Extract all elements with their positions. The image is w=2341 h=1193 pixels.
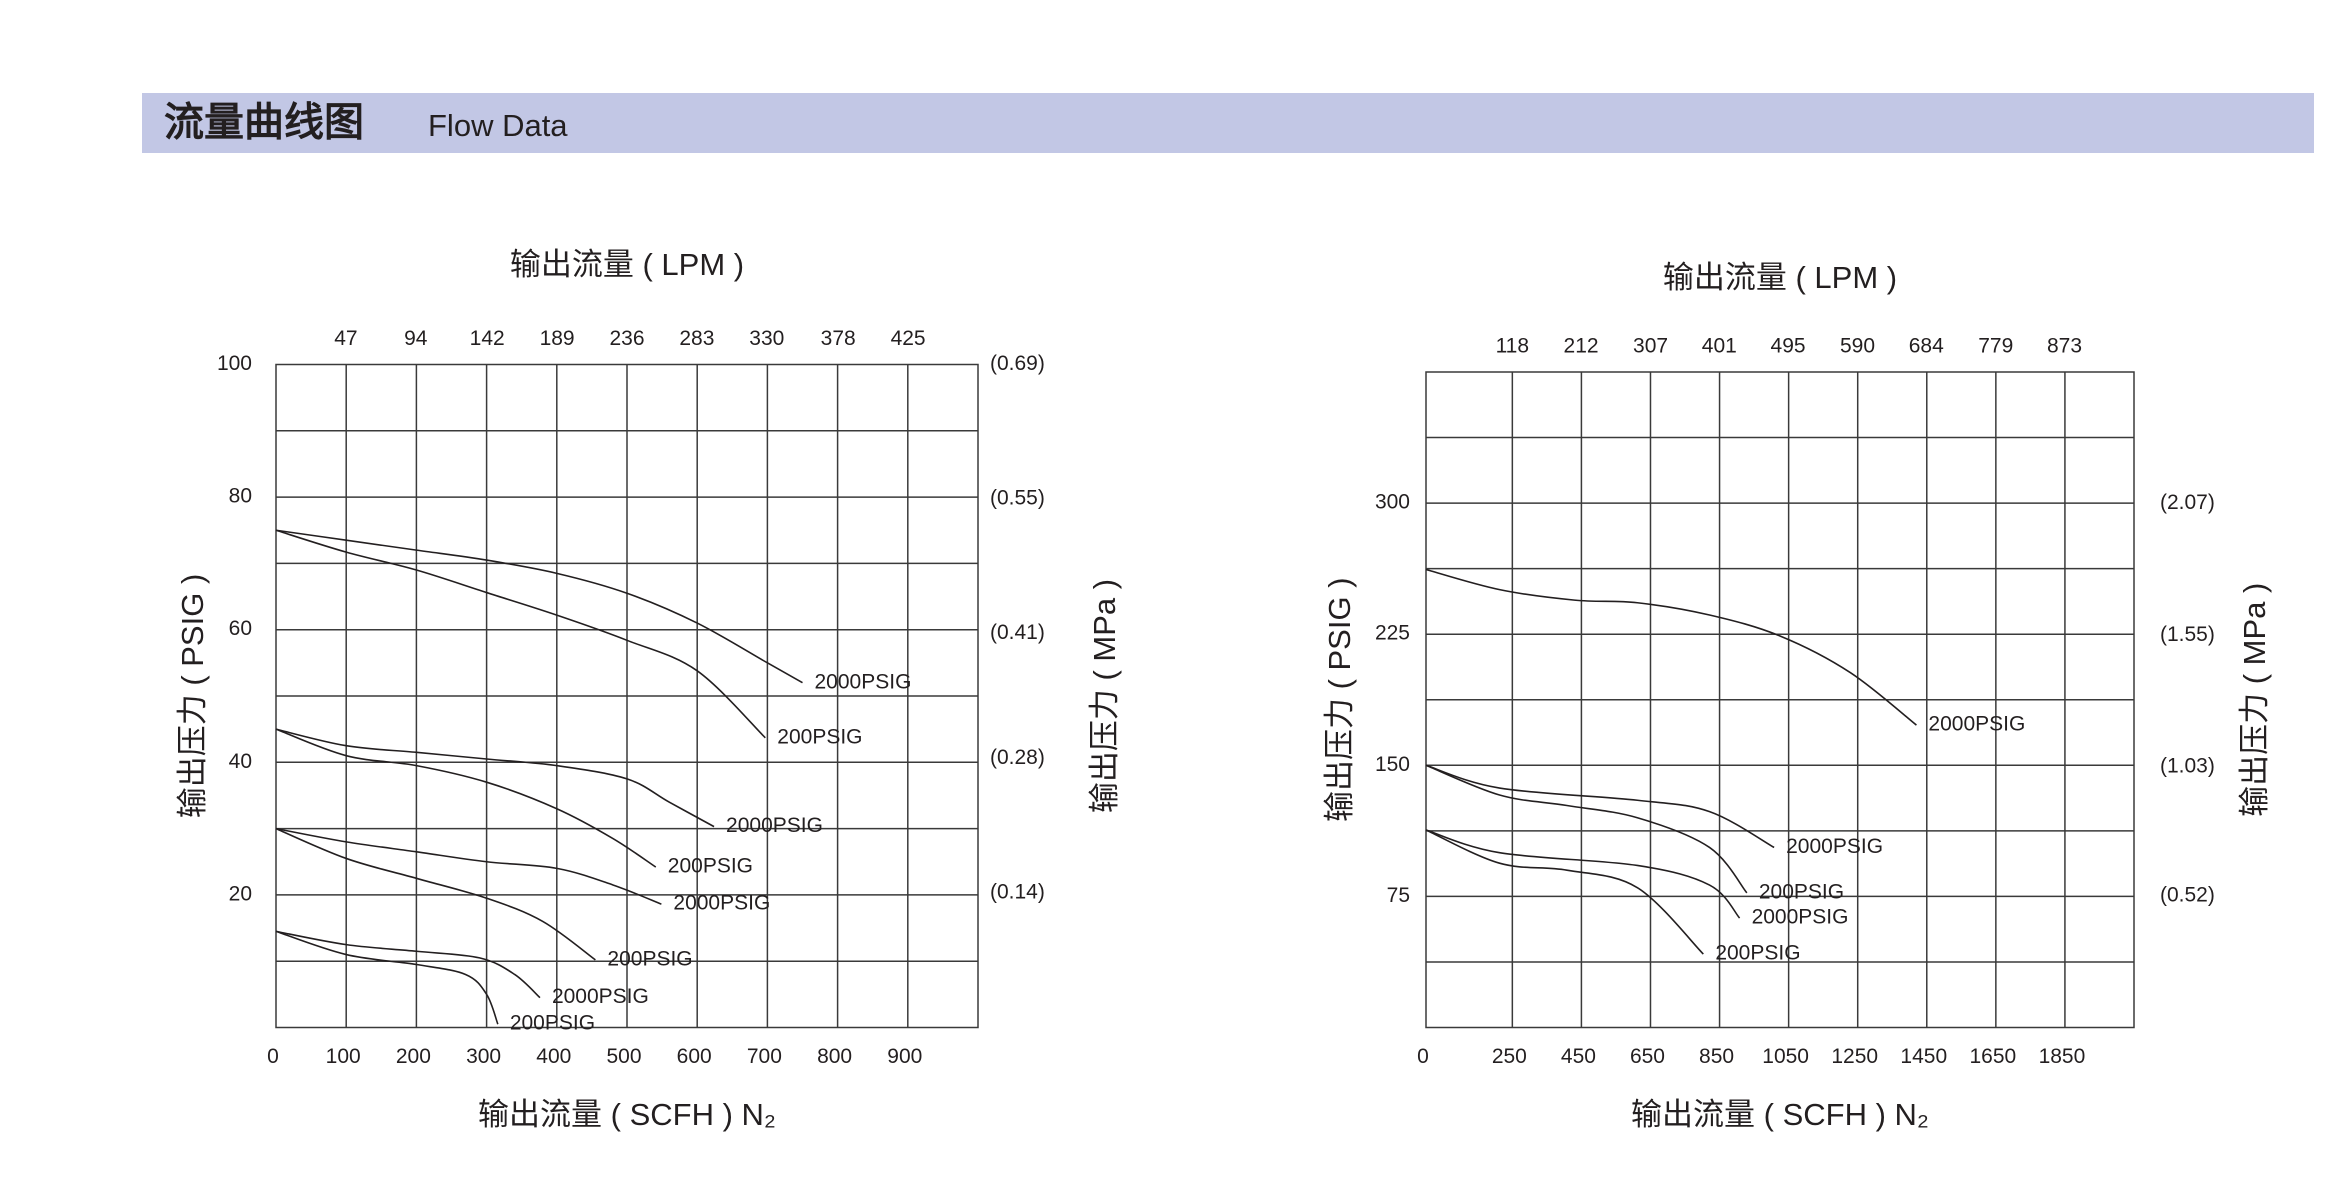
x-tick-label: 1450 [1900, 1045, 1947, 1068]
x-tick-label: 300 [466, 1045, 501, 1068]
series-label: 2000PSIG [673, 892, 770, 915]
y2-axis-title: 输出压力 ( MPa ) [2237, 583, 2272, 817]
x2-tick-label: 779 [1978, 335, 2013, 358]
x-tick-label: 500 [606, 1045, 641, 1068]
y2-tick-label: (0.52) [2160, 883, 2215, 906]
flow-curve [275, 728, 657, 868]
x2-axis-title: 输出流量 ( LPM ) [510, 247, 744, 282]
x-tick-label: 250 [1492, 1045, 1527, 1068]
series-label: 200PSIG [1759, 880, 1844, 903]
x-tick-label: 100 [326, 1045, 361, 1068]
flow-curve [275, 529, 803, 684]
x-tick-label: 0 [267, 1045, 279, 1068]
x-tick-label: 200 [396, 1045, 431, 1068]
y2-tick-label: (2.07) [2160, 491, 2215, 514]
series-label: 200PSIG [510, 1012, 595, 1035]
x-tick-label: 1050 [1762, 1045, 1809, 1068]
x-tick-label: 450 [1561, 1045, 1596, 1068]
y2-tick-label: (0.55) [990, 487, 1045, 510]
y-axis-title: 输出压力 ( PSIG ) [175, 574, 210, 819]
x2-tick-label: 236 [609, 327, 644, 350]
header-subtitle: Flow Data [428, 108, 568, 143]
x-tick-label: 1850 [2039, 1045, 2086, 1068]
flow-curve [275, 930, 499, 1025]
series-label: 2000PSIG [552, 985, 649, 1008]
x2-tick-label: 495 [1771, 335, 1806, 358]
x2-axis-title: 输出流量 ( LPM ) [1663, 260, 1897, 295]
series-label: 2000PSIG [815, 670, 912, 693]
x-tick-label: 400 [536, 1045, 571, 1068]
y2-tick-label: (0.28) [990, 746, 1045, 769]
flow-curve [275, 827, 596, 961]
x-tick-label: 650 [1630, 1045, 1665, 1068]
x-axis-title: 输出流量 ( SCFH ) N₂ [1631, 1097, 1929, 1132]
x2-tick-label: 590 [1840, 335, 1875, 358]
x-tick-label: 800 [817, 1045, 852, 1068]
x2-tick-label: 118 [1496, 335, 1529, 358]
series-label: 200PSIG [668, 855, 753, 878]
y-tick-label: 20 [229, 882, 252, 905]
y2-tick-label: (1.03) [2160, 754, 2215, 777]
y-tick-label: 300 [1375, 491, 1410, 514]
y2-tick-label: (0.41) [990, 621, 1045, 644]
y-tick-label: 225 [1375, 622, 1410, 645]
x-tick-label: 600 [677, 1045, 712, 1068]
x2-tick-label: 212 [1564, 335, 1599, 358]
y-tick-label: 40 [229, 750, 252, 773]
flow-curve [1425, 764, 1775, 849]
y-tick-label: 80 [229, 485, 252, 508]
y2-tick-label: (1.55) [2160, 623, 2215, 646]
x2-tick-label: 47 [334, 327, 357, 350]
flow-curve [1425, 829, 1704, 955]
x2-tick-label: 401 [1702, 335, 1737, 358]
x2-tick-label: 425 [891, 327, 926, 350]
series-label: 2000PSIG [1752, 906, 1849, 929]
x2-tick-label: 307 [1633, 335, 1668, 358]
x2-tick-label: 142 [470, 327, 505, 350]
x2-tick-label: 94 [404, 327, 428, 350]
x2-tick-label: 283 [679, 327, 714, 350]
series-label: 2000PSIG [726, 814, 823, 837]
plot-frame [1425, 371, 2135, 1029]
x-tick-label: 900 [887, 1045, 922, 1068]
series-label: 200PSIG [607, 947, 692, 970]
flow-curve [275, 827, 662, 905]
x-tick-label: 1250 [1831, 1045, 1878, 1068]
series-label: 2000PSIG [1928, 713, 2025, 736]
y-tick-label: 75 [1387, 884, 1410, 907]
x-tick-label: 700 [747, 1045, 782, 1068]
flow-curve [1425, 829, 1741, 919]
x-axis-title: 输出流量 ( SCFH ) N₂ [478, 1097, 776, 1132]
flow-curve [275, 728, 715, 828]
header-title: 流量曲线图 [164, 101, 364, 145]
plot-frame [275, 363, 979, 1029]
x-tick-label: 1650 [1969, 1045, 2016, 1068]
x2-tick-label: 330 [749, 327, 784, 350]
flow-curve [1425, 764, 1748, 894]
y2-axis-title: 输出压力 ( MPa ) [1087, 579, 1122, 813]
y-tick-label: 150 [1375, 753, 1410, 776]
series-label: 200PSIG [777, 725, 862, 748]
x2-tick-label: 378 [821, 327, 856, 350]
y2-tick-label: (0.14) [990, 881, 1045, 904]
series-label: 2000PSIG [1786, 835, 1883, 858]
y-tick-label: 100 [217, 352, 252, 375]
flow-curve [275, 529, 766, 739]
flow-curve [1425, 568, 1917, 726]
x2-tick-label: 873 [2047, 335, 2082, 358]
x2-tick-label: 684 [1909, 335, 1944, 358]
header-band [142, 93, 2314, 153]
y-axis-title: 输出压力 ( PSIG ) [1322, 577, 1357, 822]
x-tick-label: 850 [1699, 1045, 1734, 1068]
series-label: 200PSIG [1715, 942, 1800, 965]
y-tick-label: 60 [229, 617, 252, 640]
x2-tick-label: 189 [540, 327, 575, 350]
y2-tick-label: (0.69) [990, 352, 1045, 375]
flow-curve [275, 930, 541, 999]
x-tick-label: 0 [1417, 1045, 1429, 1068]
